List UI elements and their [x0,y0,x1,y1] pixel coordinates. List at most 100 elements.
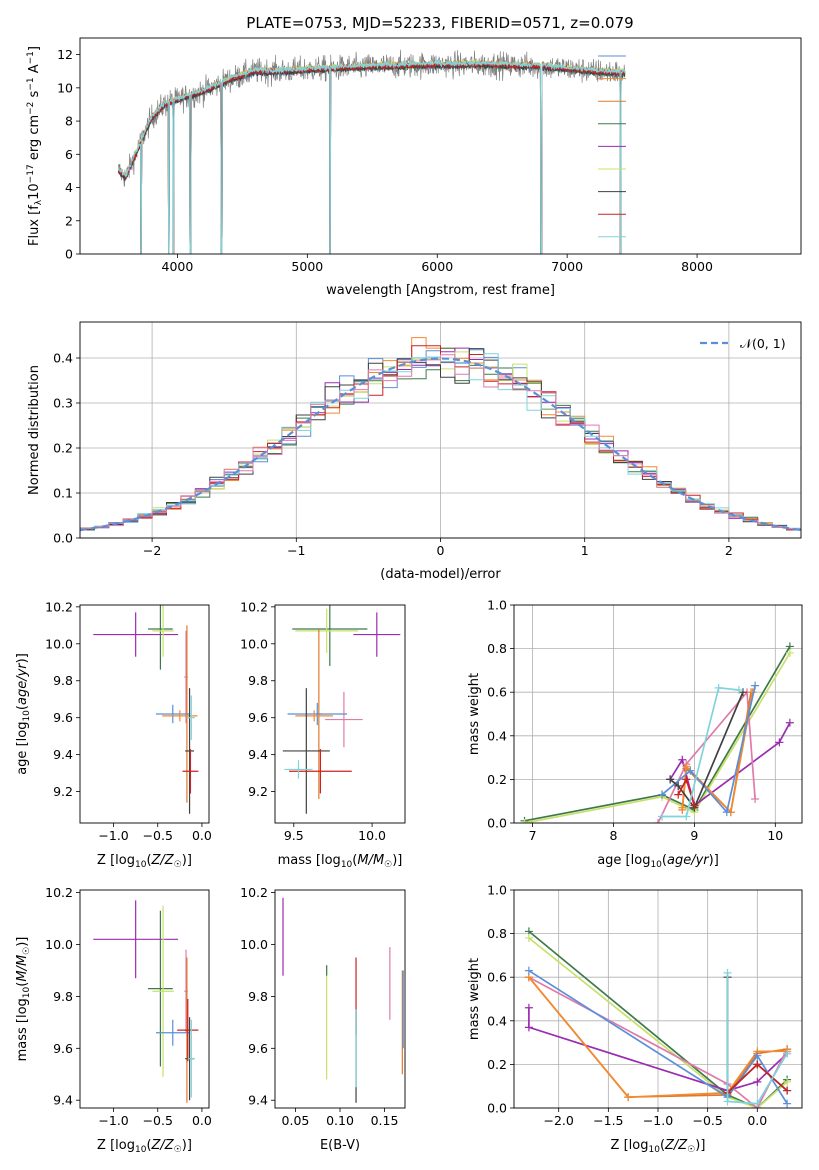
label-part: ( [352,853,357,868]
x-tick-label: 5000 [291,259,323,274]
weight-vs-metallicity-panel: −2.0 −1.5 −1.0 −0.5 0.0 0.0 0.2 0.4 0.6 0.8 1.0 Z [… [467,883,803,1155]
weight-marker [658,812,667,821]
y-tick-label: 9.8 [53,673,73,688]
label-part: age/yr [667,853,710,868]
plot-area [117,49,626,254]
axes-frame [79,604,210,824]
x-tick-label: −1.0 [643,1113,673,1128]
axes-frame [513,604,803,824]
y-tick-label: 0.0 [487,1101,507,1116]
weight-marker [624,1093,633,1102]
label-part: )] [15,937,30,947]
axes-frame [274,604,406,824]
x-tick-label: 10.0 [358,828,386,843]
axes-frame [79,37,802,255]
label-part: ] [27,46,42,51]
weight-marker [738,688,747,697]
label-part: age [log [597,853,650,868]
label-part: ☉ [174,860,182,870]
weight-marker [723,1097,732,1106]
label-part: ☉ [384,860,392,870]
y-axis-label: mass weight [467,958,482,1040]
label-part: )] [695,1138,705,1153]
weight-series-9 [662,686,739,818]
weight-marker [678,803,687,812]
weight-marker [753,1060,762,1069]
weight-marker [775,738,784,747]
plot-area [524,927,792,1108]
y-tick-label: 0.2 [487,1057,507,1072]
y-axis-label: mass weight [467,673,482,755]
y-tick-label: 1.0 [487,598,507,613]
y-tick-label: 0 [65,247,73,262]
label-part: Z/Z [664,1138,688,1153]
y-tick-label: 2 [65,213,73,228]
y-tick-label: 0.2 [487,772,507,787]
x-tick-label: 7 [529,828,537,843]
x-tick-label: 1 [581,543,589,558]
x-tick-label: 0.0 [192,828,212,843]
weight-marker [783,1049,792,1058]
residuals-panel: −2 −1 0 1 2 0.0 0.1 0.2 0.3 0.4 𝒩(0, 1) (data-model… [27,321,802,582]
axes-frame [79,321,802,539]
weight-marker [682,812,691,821]
weight-marker [714,683,723,692]
label-part: Z/Z [151,1138,175,1153]
x-axis-label: wavelength [Angstrom, rest frame] [326,283,555,298]
y-tick-label: 9.6 [53,710,73,725]
plot-area [80,337,801,532]
y-tick-label: 0.0 [53,531,73,546]
axes-frame [79,889,210,1109]
y-tick-label: 6 [65,147,73,162]
label-part: 10 [650,860,662,870]
y-tick-label: 0.3 [53,396,73,411]
y-tick-label: 10.2 [240,599,268,614]
weight-series-1 [524,652,791,823]
weight-marker [723,968,732,977]
weight-marker [666,775,675,784]
label-part: ( [146,1138,151,1153]
weight-marker [753,1099,762,1108]
label-part: λ [34,199,44,205]
label-part: −1 [26,51,36,64]
label-part: ☉ [687,1145,695,1155]
label-part: ( [15,982,30,987]
label-part: ☉ [22,947,32,955]
weight-marker [785,648,794,657]
y-tick-label: 10.0 [240,636,268,651]
label-part: −17 [26,164,36,183]
label-part: 10 [135,860,147,870]
weight-marker [751,681,760,690]
mass-vs-metallicity-panel: −1.0 −0.5 0.09.49.69.810.010.2Z [log10(Z/Z… [15,885,212,1155]
model-spectrum-2 [117,59,626,254]
x-tick-label: 0 [437,543,445,558]
label-part: age/yr [15,662,30,705]
legend-entry: 𝒩(0, 1) [740,336,786,351]
x-tick-label: −0.5 [143,1113,173,1128]
x-tick-label: 8000 [681,259,713,274]
label-part: )] [182,1138,192,1153]
y-tick-label: 4 [65,180,73,195]
y-tick-label: 0.8 [487,641,507,656]
y-tick-label: 9.6 [248,710,268,725]
x-tick-label: 7000 [551,259,583,274]
label-part: 10 [27,183,42,200]
weight-marker [686,766,695,775]
x-tick-label: −1 [287,543,305,558]
y-tick-label: 1.0 [487,883,507,898]
y-tick-label: 9.2 [248,784,268,799]
y-tick-label: 0.6 [487,685,507,700]
x-tick-label: −1.0 [98,828,128,843]
label-part: A [27,64,42,77]
x-tick-label: 9.5 [284,828,304,843]
label-part: mass [log [15,998,30,1061]
y-tick-label: 0.8 [487,926,507,941]
weight-marker [678,755,687,764]
weight-series-0 [524,645,791,822]
y-axis-label: Flux [fλ10−17 erg cm−2 s−1 A−1] [26,46,44,246]
age-vs-mass-panel: 9.5 10.0 9.2 9.4 9.6 9.8 10.0 10.2 mass [log10(M… [240,599,406,870]
weight-marker [520,819,529,823]
weight-series-9 [726,972,788,1105]
x-tick-label: 0.15 [371,1113,399,1128]
